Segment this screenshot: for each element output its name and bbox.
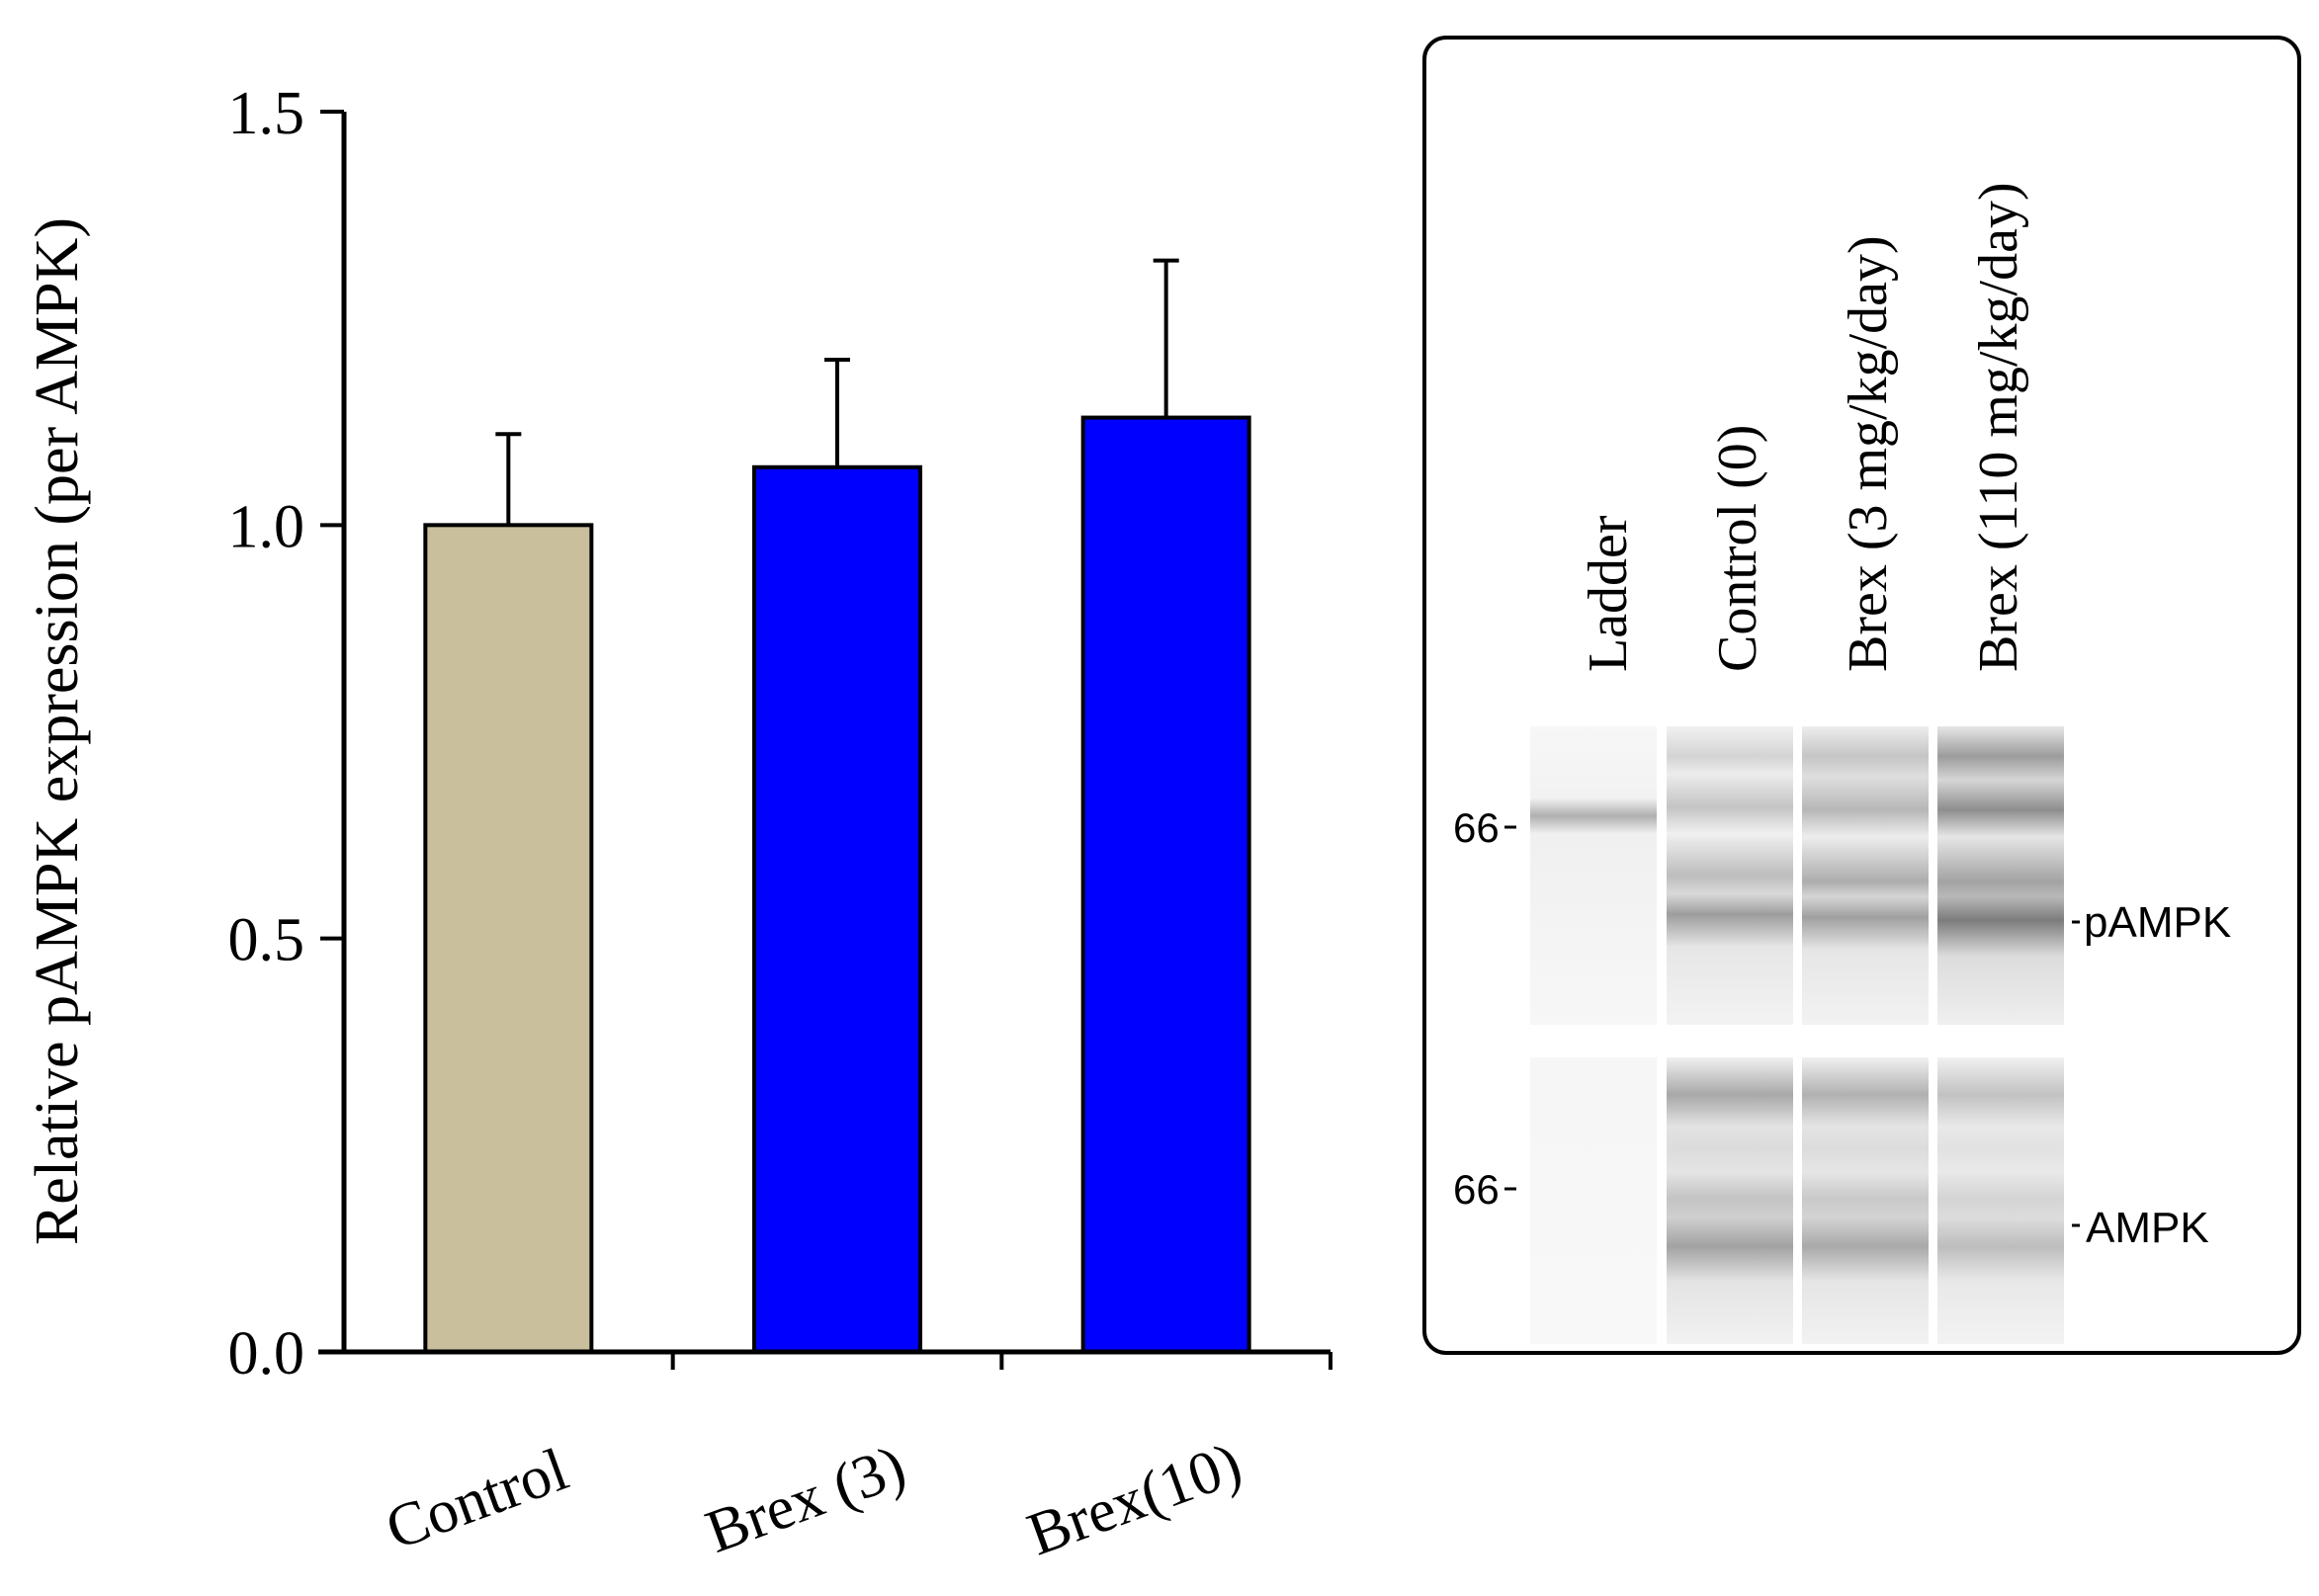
blot-lane-ladder	[1530, 1057, 1657, 1344]
band-label-pampk: pAMPK	[2084, 898, 2231, 947]
blot-strip-pampk	[1530, 726, 2064, 1025]
y-tick-label-2: 1.0	[228, 493, 305, 560]
blot-lane-ladder	[1530, 726, 1657, 1025]
y-tick-label-3: 1.5	[228, 80, 305, 147]
band-label-ampk: AMPK	[2086, 1204, 2209, 1252]
mw-marker-label: 66	[1453, 1166, 1500, 1213]
blot-lane-control	[1667, 726, 1793, 1025]
x-tick-label-2: Brex(10)	[1019, 1430, 1250, 1568]
x-tick-label-1: Brex (3)	[698, 1433, 914, 1566]
blot-lane-brex-110	[1937, 1057, 2064, 1344]
blot-lane-brex-3	[1802, 726, 1929, 1025]
lane-label-brex-110: Brex (110 mg/kg/day)	[1968, 182, 2029, 672]
y-tick-label-1: 0.5	[228, 907, 305, 974]
y-tick-label-0: 0.0	[228, 1320, 305, 1387]
lane-label-ladder: Ladder	[1578, 515, 1639, 672]
blot-lane-brex-3	[1802, 1057, 1929, 1344]
blot-strip-ampk	[1530, 1057, 2064, 1344]
blot-panel: Ladder Control (0) Brex (3 mg/kg/day) Br…	[1422, 36, 2301, 1355]
bar-chart: 0.0 0.5 1.0 1.5 Control Brex (3) Brex(10) Rel…	[24, 80, 1332, 1568]
lane-label-control: Control (0)	[1707, 425, 1768, 672]
blot-lane-control	[1667, 1057, 1793, 1344]
bar-2	[1080, 415, 1251, 1355]
x-tick-label-0: Control	[378, 1436, 576, 1563]
mw-marker-label: 66	[1453, 804, 1500, 851]
bar-1	[752, 464, 922, 1354]
lane-label-brex-3: Brex (3 mg/kg/day)	[1838, 235, 1899, 672]
y-axis-label: Relative pAMPK expression (per AMPK)	[24, 217, 91, 1245]
blot-lane-brex-110	[1937, 726, 2064, 1025]
bar-0	[423, 523, 594, 1354]
